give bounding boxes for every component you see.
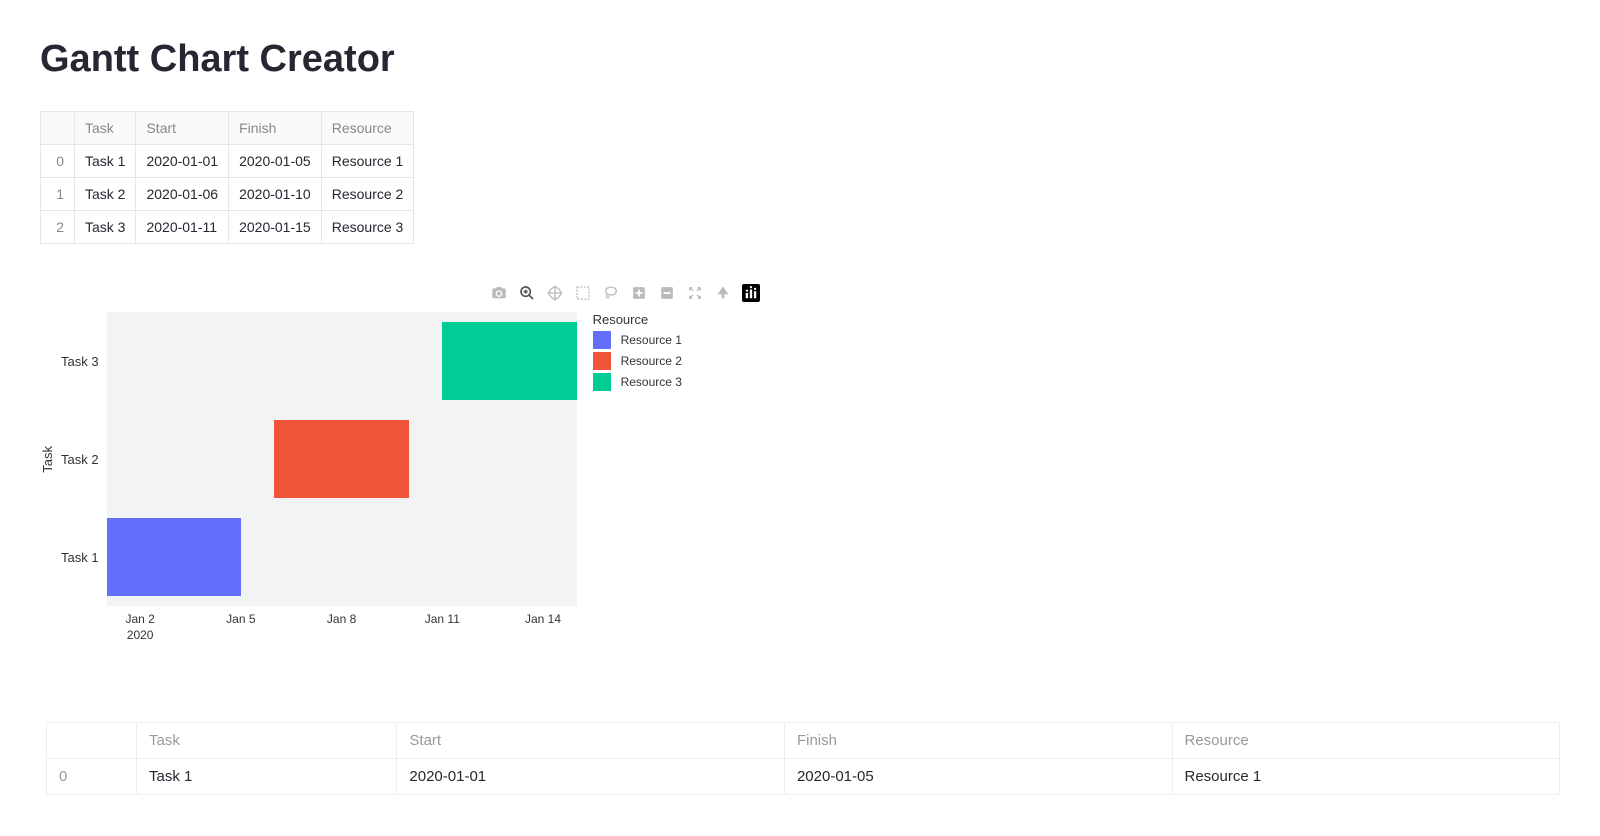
zoom-out-icon[interactable] xyxy=(658,284,676,302)
yaxis-title: Task xyxy=(40,446,55,473)
xtick-label: Jan 11 xyxy=(425,612,460,628)
ytick-label: Task 1 xyxy=(61,550,99,565)
cell-task: Task 1 xyxy=(75,145,136,178)
lasso-select-icon[interactable] xyxy=(602,284,620,302)
table-row: 1 Task 2 2020-01-06 2020-01-10 Resource … xyxy=(41,178,414,211)
legend-swatch xyxy=(593,352,611,370)
legend-swatch xyxy=(593,331,611,349)
legend-swatch xyxy=(593,373,611,391)
cell-start: 2020-01-01 xyxy=(136,145,229,178)
col-finish: Finish xyxy=(229,112,322,145)
chart-toolbar xyxy=(490,284,1560,302)
pan-icon[interactable] xyxy=(546,284,564,302)
gantt-bar[interactable] xyxy=(442,322,576,400)
col-resource: Resource xyxy=(321,112,414,145)
zoom-icon[interactable] xyxy=(518,284,536,302)
gantt-chart: Task Task 3 Task 2 Task 1 Jan 22020 Jan 5… xyxy=(40,312,1560,642)
cell-resource: Resource 1 xyxy=(321,145,414,178)
autoscale-icon[interactable] xyxy=(686,284,704,302)
xtick-label: Jan 22020 xyxy=(125,612,154,643)
legend-item[interactable]: Resource 2 xyxy=(593,352,682,370)
cell-finish: 2020-01-05 xyxy=(229,145,322,178)
row-index: 2 xyxy=(41,211,75,244)
row-index: 0 xyxy=(47,759,137,795)
data-table-small: Task Start Finish Resource 0 Task 1 2020… xyxy=(40,111,414,244)
zoom-in-icon[interactable] xyxy=(630,284,648,302)
xtick-label: Jan 5 xyxy=(226,612,255,628)
row-index: 1 xyxy=(41,178,75,211)
legend-label: Resource 1 xyxy=(621,333,682,347)
gantt-bar[interactable] xyxy=(107,518,241,596)
legend: Resource Resource 1 Resource 2 Resource 3 xyxy=(593,312,682,394)
ytick-label: Task 3 xyxy=(61,354,99,369)
table-row: 2 Task 3 2020-01-11 2020-01-15 Resource … xyxy=(41,211,414,244)
cell-task: Task 1 xyxy=(137,759,397,795)
cell-resource: Resource 1 xyxy=(1172,759,1560,795)
cell-finish: 2020-01-15 xyxy=(229,211,322,244)
xtick-label: Jan 14 xyxy=(525,612,561,628)
legend-label: Resource 3 xyxy=(621,375,682,389)
cell-start: 2020-01-06 xyxy=(136,178,229,211)
box-select-icon[interactable] xyxy=(574,284,592,302)
gantt-bar[interactable] xyxy=(274,420,408,498)
plotly-logo-icon[interactable] xyxy=(742,284,760,302)
row-index: 0 xyxy=(41,145,75,178)
reset-axes-icon[interactable] xyxy=(714,284,732,302)
cell-start: 2020-01-01 xyxy=(397,759,785,795)
xtick-label: Jan 8 xyxy=(327,612,356,628)
col-start: Start xyxy=(136,112,229,145)
cell-finish: 2020-01-05 xyxy=(784,759,1172,795)
cell-finish: 2020-01-10 xyxy=(229,178,322,211)
legend-title: Resource xyxy=(593,312,682,327)
ytick-label: Task 2 xyxy=(61,452,99,467)
cell-task: Task 3 xyxy=(75,211,136,244)
plot-area[interactable] xyxy=(107,312,577,606)
col-task: Task xyxy=(75,112,136,145)
legend-label: Resource 2 xyxy=(621,354,682,368)
cell-resource: Resource 2 xyxy=(321,178,414,211)
cell-start: 2020-01-11 xyxy=(136,211,229,244)
col-task: Task xyxy=(137,723,397,759)
table-row: 0 Task 1 2020-01-01 2020-01-05 Resource … xyxy=(47,759,1560,795)
col-start: Start xyxy=(397,723,785,759)
col-finish: Finish xyxy=(784,723,1172,759)
page-title: Gantt Chart Creator xyxy=(40,38,1560,81)
table-corner xyxy=(41,112,75,145)
xaxis: Jan 22020 Jan 5 Jan 8 Jan 11 Jan 14 xyxy=(107,606,577,642)
camera-icon[interactable] xyxy=(490,284,508,302)
yaxis-labels: Task 3 Task 2 Task 1 xyxy=(61,312,107,606)
cell-resource: Resource 3 xyxy=(321,211,414,244)
legend-item[interactable]: Resource 1 xyxy=(593,331,682,349)
table-corner xyxy=(47,723,137,759)
data-table-large: Task Start Finish Resource 0 Task 1 2020… xyxy=(46,722,1560,795)
table-row: 0 Task 1 2020-01-01 2020-01-05 Resource … xyxy=(41,145,414,178)
legend-item[interactable]: Resource 3 xyxy=(593,373,682,391)
cell-task: Task 2 xyxy=(75,178,136,211)
col-resource: Resource xyxy=(1172,723,1560,759)
